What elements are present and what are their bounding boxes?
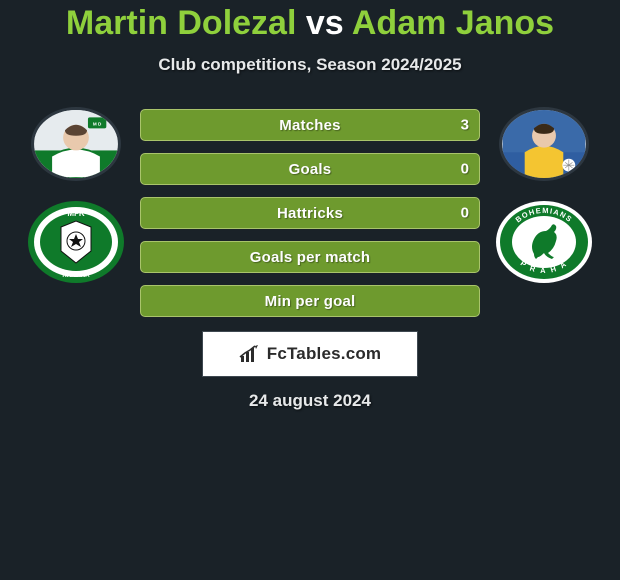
player2-name: Adam Janos bbox=[352, 4, 554, 42]
branding-text: FcTables.com bbox=[267, 344, 382, 364]
stat-value: 0 bbox=[461, 205, 469, 222]
player2-club-badge: BOHEMIANS P R A H A bbox=[494, 199, 594, 285]
comparison-card: Martin Dolezal vs Adam Janos Club compet… bbox=[0, 0, 620, 411]
stat-bar-goals-per-match: Goals per match bbox=[140, 241, 480, 273]
stat-bar-matches: Matches 3 bbox=[140, 109, 480, 141]
player2-avatar-art: MO O bbox=[502, 110, 586, 178]
stat-value: 0 bbox=[461, 161, 469, 178]
chart-bars-icon bbox=[239, 344, 261, 364]
date-text: 24 august 2024 bbox=[249, 391, 371, 411]
stat-bar-goals: Goals 0 bbox=[140, 153, 480, 185]
stat-bar-min-per-goal: Min per goal bbox=[140, 285, 480, 317]
stat-bar-hattricks: Hattricks 0 bbox=[140, 197, 480, 229]
player2-column: MO O BOHEMIANS bbox=[492, 95, 596, 285]
mfk-karvina-badge-icon: MFK KARVINA bbox=[26, 199, 126, 285]
player1-club-badge: MFK KARVINA bbox=[26, 199, 126, 285]
stat-label: Goals per match bbox=[250, 249, 371, 266]
svg-text:MFK: MFK bbox=[67, 209, 85, 218]
player1-name: Martin Dolezal bbox=[66, 4, 296, 42]
player2-avatar: MO O bbox=[499, 107, 589, 181]
svg-text:KARVINA: KARVINA bbox=[62, 273, 90, 279]
stat-label: Goals bbox=[289, 161, 332, 178]
player1-column: M D MFK KARVINA bbox=[24, 95, 128, 285]
player1-avatar: M D bbox=[31, 107, 121, 181]
main-row: M D MFK KARVINA Matches 3 bbox=[0, 95, 620, 317]
stat-value: 3 bbox=[461, 117, 469, 134]
bohemians-badge-icon: BOHEMIANS P R A H A bbox=[494, 199, 594, 285]
vs-text: vs bbox=[306, 4, 344, 42]
page-title: Martin Dolezal vs Adam Janos bbox=[66, 4, 554, 43]
stats-column: Matches 3 Goals 0 Hattricks 0 Goals per … bbox=[140, 95, 480, 317]
subtitle: Club competitions, Season 2024/2025 bbox=[158, 55, 461, 75]
svg-text:M D: M D bbox=[93, 122, 102, 127]
stat-label: Hattricks bbox=[277, 205, 343, 222]
branding-box[interactable]: FcTables.com bbox=[202, 331, 418, 377]
stat-label: Matches bbox=[279, 117, 340, 134]
player1-avatar-art: M D bbox=[34, 110, 118, 178]
stat-label: Min per goal bbox=[265, 293, 356, 310]
